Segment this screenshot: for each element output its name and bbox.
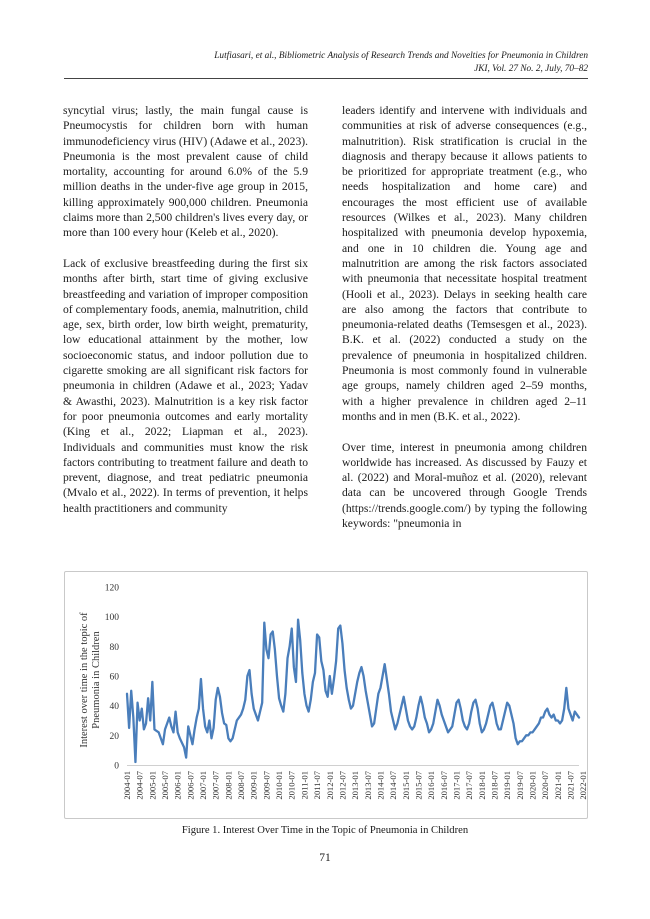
x-tick-label: 2012-07 <box>337 770 347 799</box>
x-tick-label: 2019-07 <box>515 770 525 799</box>
x-tick-label: 2018-07 <box>490 770 500 799</box>
series-line <box>125 618 581 764</box>
x-tick-label: 2013-01 <box>350 771 360 800</box>
running-head: Lutfiasari, et al., Bibliometric Analysi… <box>214 50 588 76</box>
x-tick-label: 2016-01 <box>426 771 436 800</box>
x-tick-label: 2010-07 <box>287 770 297 799</box>
x-tick-label: 2015-01 <box>401 771 411 800</box>
paragraph: syncytial virus; lastly, the main fungal… <box>63 104 309 240</box>
x-tick-label: 2006-01 <box>173 771 183 800</box>
y-tick-label: 100 <box>105 613 120 623</box>
running-head-authors: Lutfiasari, et al., Bibliometric Analysi… <box>214 51 588 61</box>
x-tick-label: 2004-01 <box>122 771 132 800</box>
x-tick-label: 2011-01 <box>299 771 309 799</box>
left-column: syncytial virus; lastly, the main fungal… <box>63 103 308 531</box>
paragraph: Lack of exclusive breastfeeding during t… <box>63 256 308 515</box>
x-tick-label: 2009-07 <box>261 770 271 799</box>
x-tick-label: 2008-01 <box>223 771 233 800</box>
figure-caption: Figure 1. Interest Over Time in the Topi… <box>181 825 469 836</box>
x-tick-label: 2006-07 <box>185 770 195 799</box>
header-rule <box>64 78 588 79</box>
x-tick-label: 2019-01 <box>502 771 512 800</box>
x-tick-label: 2013-07 <box>363 770 373 799</box>
y-tick-label: 60 <box>110 673 120 683</box>
x-tick-label: 2021-01 <box>553 771 563 800</box>
x-tick-label: 2020-07 <box>540 770 550 799</box>
x-tick-label: 2015-07 <box>413 770 423 799</box>
y-tick-label: 40 <box>110 702 120 712</box>
page-number: 71 <box>319 852 331 864</box>
x-tick-label: 2011-07 <box>312 770 322 799</box>
y-tick-label: 0 <box>114 762 119 772</box>
x-tick-label: 2017-07 <box>464 770 474 799</box>
x-tick-label: 2005-01 <box>147 771 157 800</box>
paragraph: leaders identify and intervene with indi… <box>342 104 587 423</box>
running-head-journal: JKI, Vol. 27 No. 2, July, 70–82 <box>474 64 588 74</box>
x-tick-label: 2010-01 <box>274 771 284 800</box>
x-tick-label: 2007-07 <box>211 770 221 799</box>
y-tick-label: 120 <box>105 584 120 594</box>
x-tick-label: 2022-01 <box>578 771 587 800</box>
x-tick-label: 2014-07 <box>388 770 398 799</box>
x-tick-label: 2008-07 <box>236 770 246 799</box>
y-tick-label: 20 <box>110 732 120 742</box>
x-tick-label: 2004-07 <box>135 770 145 799</box>
x-tick-label: 2021-07 <box>566 770 576 799</box>
x-tick-label: 2014-01 <box>375 771 385 800</box>
right-column: leaders identify and intervene with indi… <box>342 103 587 547</box>
x-tick-label: 2007-01 <box>198 771 208 800</box>
x-tick-label: 2005-07 <box>160 770 170 799</box>
paragraph: Over time, interest in pneumonia among c… <box>342 440 587 531</box>
y-tick-label: 80 <box>110 643 120 653</box>
y-axis-label: Interest over time in the topic ofPneumo… <box>79 612 102 748</box>
x-tick-label: 2012-01 <box>325 771 335 800</box>
x-tick-label: 2016-07 <box>439 770 449 799</box>
x-tick-label: 2009-01 <box>249 771 259 800</box>
x-tick-label: 2020-01 <box>528 771 538 800</box>
x-tick-label: 2018-01 <box>477 771 487 800</box>
figure-chart: 0 20 40 60 80 100 120 2004-01 2004-07 2005-01 200… <box>64 571 588 819</box>
x-tick-label: 2017-01 <box>451 771 461 800</box>
